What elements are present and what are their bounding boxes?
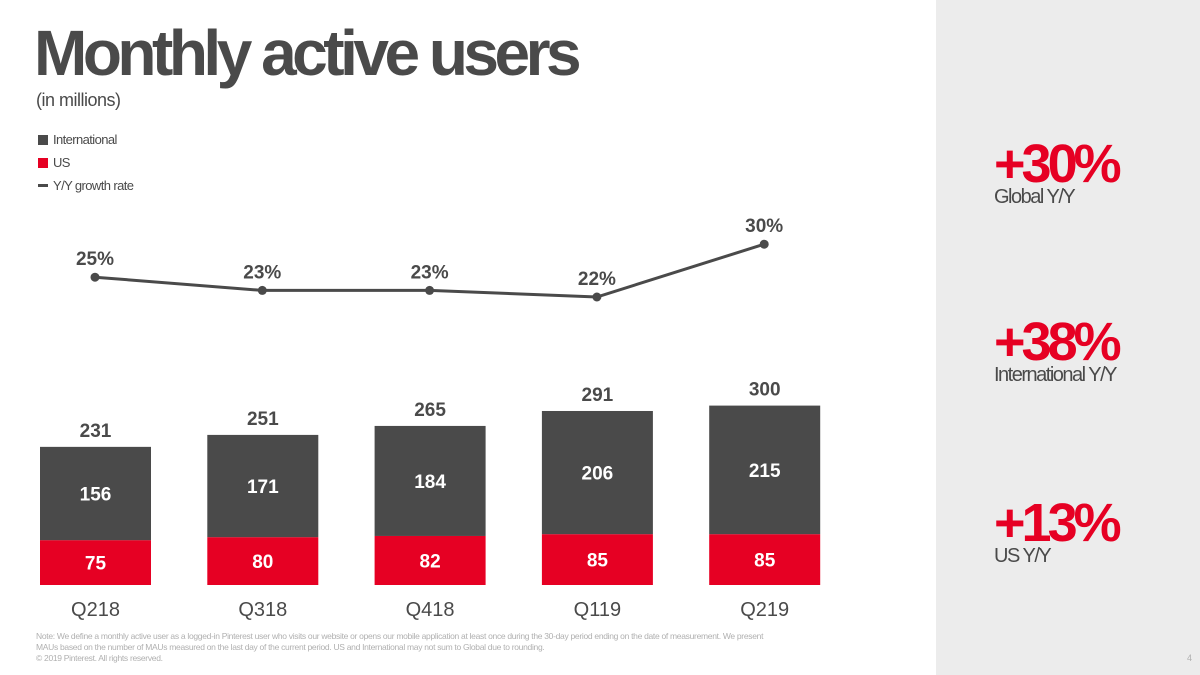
data-label-international: 156 [80,485,112,506]
growth-rate-point [257,285,267,295]
legend-item-international: International [38,128,133,151]
stat-us-label: US Y/Y [994,545,1052,567]
bar-us [541,534,653,585]
data-label-us: 85 [587,551,609,572]
legend-swatch-growth-rate [38,184,48,187]
x-tick-label: Q218 [71,599,120,621]
growth-rate-point [90,272,100,282]
stat-international-label: International Y/Y [994,364,1118,386]
data-label-international: 206 [582,464,614,485]
data-label-us: 82 [420,551,441,572]
x-tick-label: Q119 [574,599,621,621]
legend-swatch-us [38,157,48,168]
stat-global: +30% Global Y/Y [994,134,1122,208]
stat-international: +38% International Y/Y [994,312,1122,386]
copyright: © 2019 Pinterest. All rights reserved. [36,653,163,663]
stat-global-label: Global Y/Y [994,186,1076,208]
mau-chart: 75 156 231 Q218 80 171 251 Q318 82 184 265 Q418 85 20… [40,216,821,621]
bar-us [207,537,319,585]
data-label-total: 291 [582,385,614,406]
page-title: Monthly active users [34,17,582,89]
bar-us [40,540,151,585]
data-label-total: 265 [414,400,446,421]
legend-item-us: US [38,151,133,174]
legend-swatch-international [38,134,48,145]
page-subtitle: (in millions) [36,90,121,110]
x-tick-label: Q318 [238,599,287,621]
legend-label-growth-rate: Y/Y growth rate [53,178,134,193]
x-tick-label: Q418 [406,599,455,621]
legend-item-growth-rate: Y/Y growth rate [38,174,134,197]
growth-rate-label: 30% [745,216,783,237]
data-label-us: 80 [252,552,273,573]
data-label-total: 251 [247,409,279,430]
data-label-international: 171 [247,477,279,498]
stat-us-value: +13% [994,493,1122,553]
legend-label-international: International [53,132,117,147]
growth-rate-point [592,292,602,302]
data-label-total: 300 [749,380,781,401]
data-label-us: 75 [85,554,107,575]
stat-international-value: +38% [994,312,1122,372]
page-number: 4 [1187,653,1193,663]
footnote-line: Note: We define a monthly active user as… [36,631,764,641]
bar-international [709,405,821,535]
growth-rate-label: 23% [411,262,449,283]
legend-label-us: US [53,155,70,170]
bar-us [709,534,821,585]
bar-international [541,410,653,535]
growth-rate-label: 25% [76,249,114,270]
data-label-us: 85 [754,551,776,572]
growth-rate-point [759,239,769,249]
footnote: Note: We define a monthly active user as… [36,631,916,664]
data-label-total: 231 [80,421,112,442]
bar-us [374,535,486,585]
bar-international [207,434,319,538]
bar-international [40,446,151,541]
data-label-international: 215 [749,461,781,482]
stat-us: +13% US Y/Y [994,493,1122,567]
stat-global-value: +30% [994,134,1122,194]
x-tick-label: Q219 [740,599,789,621]
bar-international [374,425,486,536]
footnote-line: MAUs based on the number of MAUs measure… [36,642,545,652]
data-label-international: 184 [414,472,446,493]
stats-side-panel [936,0,1200,675]
growth-rate-label: 23% [243,262,281,283]
growth-rate-label: 22% [578,269,616,290]
chart-legend: International US Y/Y growth rate [38,128,134,197]
growth-rate-point [425,285,435,295]
